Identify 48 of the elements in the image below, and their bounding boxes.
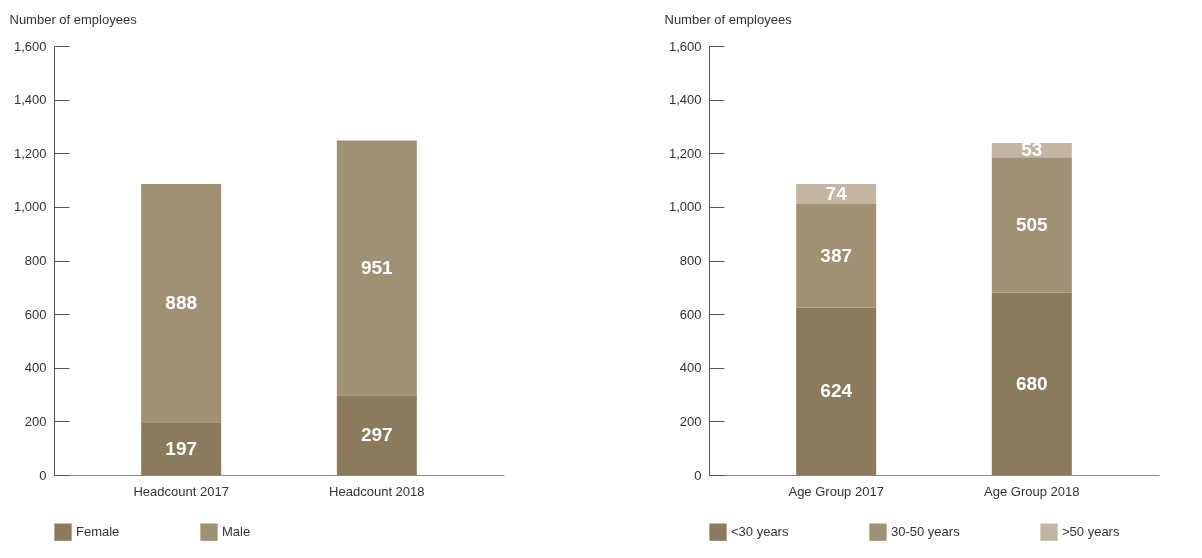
legend-label: Male (222, 524, 251, 540)
data-label: 680 (1015, 372, 1048, 394)
bar (336, 140, 417, 396)
y-tick-label: 200 (679, 413, 702, 429)
y-tick-label: 1,200 (13, 145, 47, 161)
x-tick-label: Age Group 2018 (984, 483, 1080, 499)
legend-label: <30 years (731, 524, 789, 540)
y-tick-label: 800 (679, 253, 702, 268)
bar (991, 292, 1072, 475)
y-tick-label: 600 (679, 306, 702, 322)
x-tick-label: Headcount 2018 (329, 483, 425, 499)
bar (991, 157, 1072, 293)
x-tick-label: Age Group 2017 (788, 483, 884, 499)
y-tick-label: 1,600 (668, 38, 702, 54)
y-tick-label: 1,400 (13, 92, 47, 108)
legend-label: Female (76, 524, 120, 540)
y-tick-label: 1,600 (13, 38, 47, 54)
y-tick-label: 0 (694, 467, 702, 483)
y-tick-label: 1,200 (668, 145, 702, 161)
data-label: 624 (820, 380, 853, 402)
data-label: 387 (820, 244, 853, 266)
y-tick-label: 1,000 (13, 199, 47, 215)
y-tick-label: 200 (24, 413, 47, 429)
y-tick-label: 800 (24, 253, 47, 268)
data-label: 888 (165, 292, 198, 314)
bar (141, 184, 222, 423)
y-tick-label: 1,000 (668, 199, 702, 215)
data-label: 297 (360, 424, 393, 446)
y-tick-label: 400 (679, 360, 702, 376)
data-label: 74 (825, 183, 848, 205)
y-tick-label: 1,400 (668, 92, 702, 108)
data-label: 53 (1021, 139, 1043, 161)
bar (141, 422, 222, 475)
bar (796, 184, 877, 204)
bar (796, 203, 877, 308)
legend-label: >50 years (1062, 524, 1120, 540)
legend-label: 30-50 years (891, 524, 961, 540)
y-tick-label: 600 (24, 306, 47, 322)
y-axis-title: Number of employees (9, 11, 138, 27)
y-axis-title: Number of employees (664, 11, 793, 27)
bar (336, 395, 417, 475)
data-label: 951 (360, 256, 394, 278)
data-label: 505 (1015, 213, 1049, 235)
y-tick-label: 400 (24, 360, 47, 376)
data-label: 197 (165, 437, 198, 459)
x-tick-label: Headcount 2017 (133, 483, 229, 499)
bar (796, 307, 877, 475)
y-tick-label: 0 (39, 467, 47, 483)
